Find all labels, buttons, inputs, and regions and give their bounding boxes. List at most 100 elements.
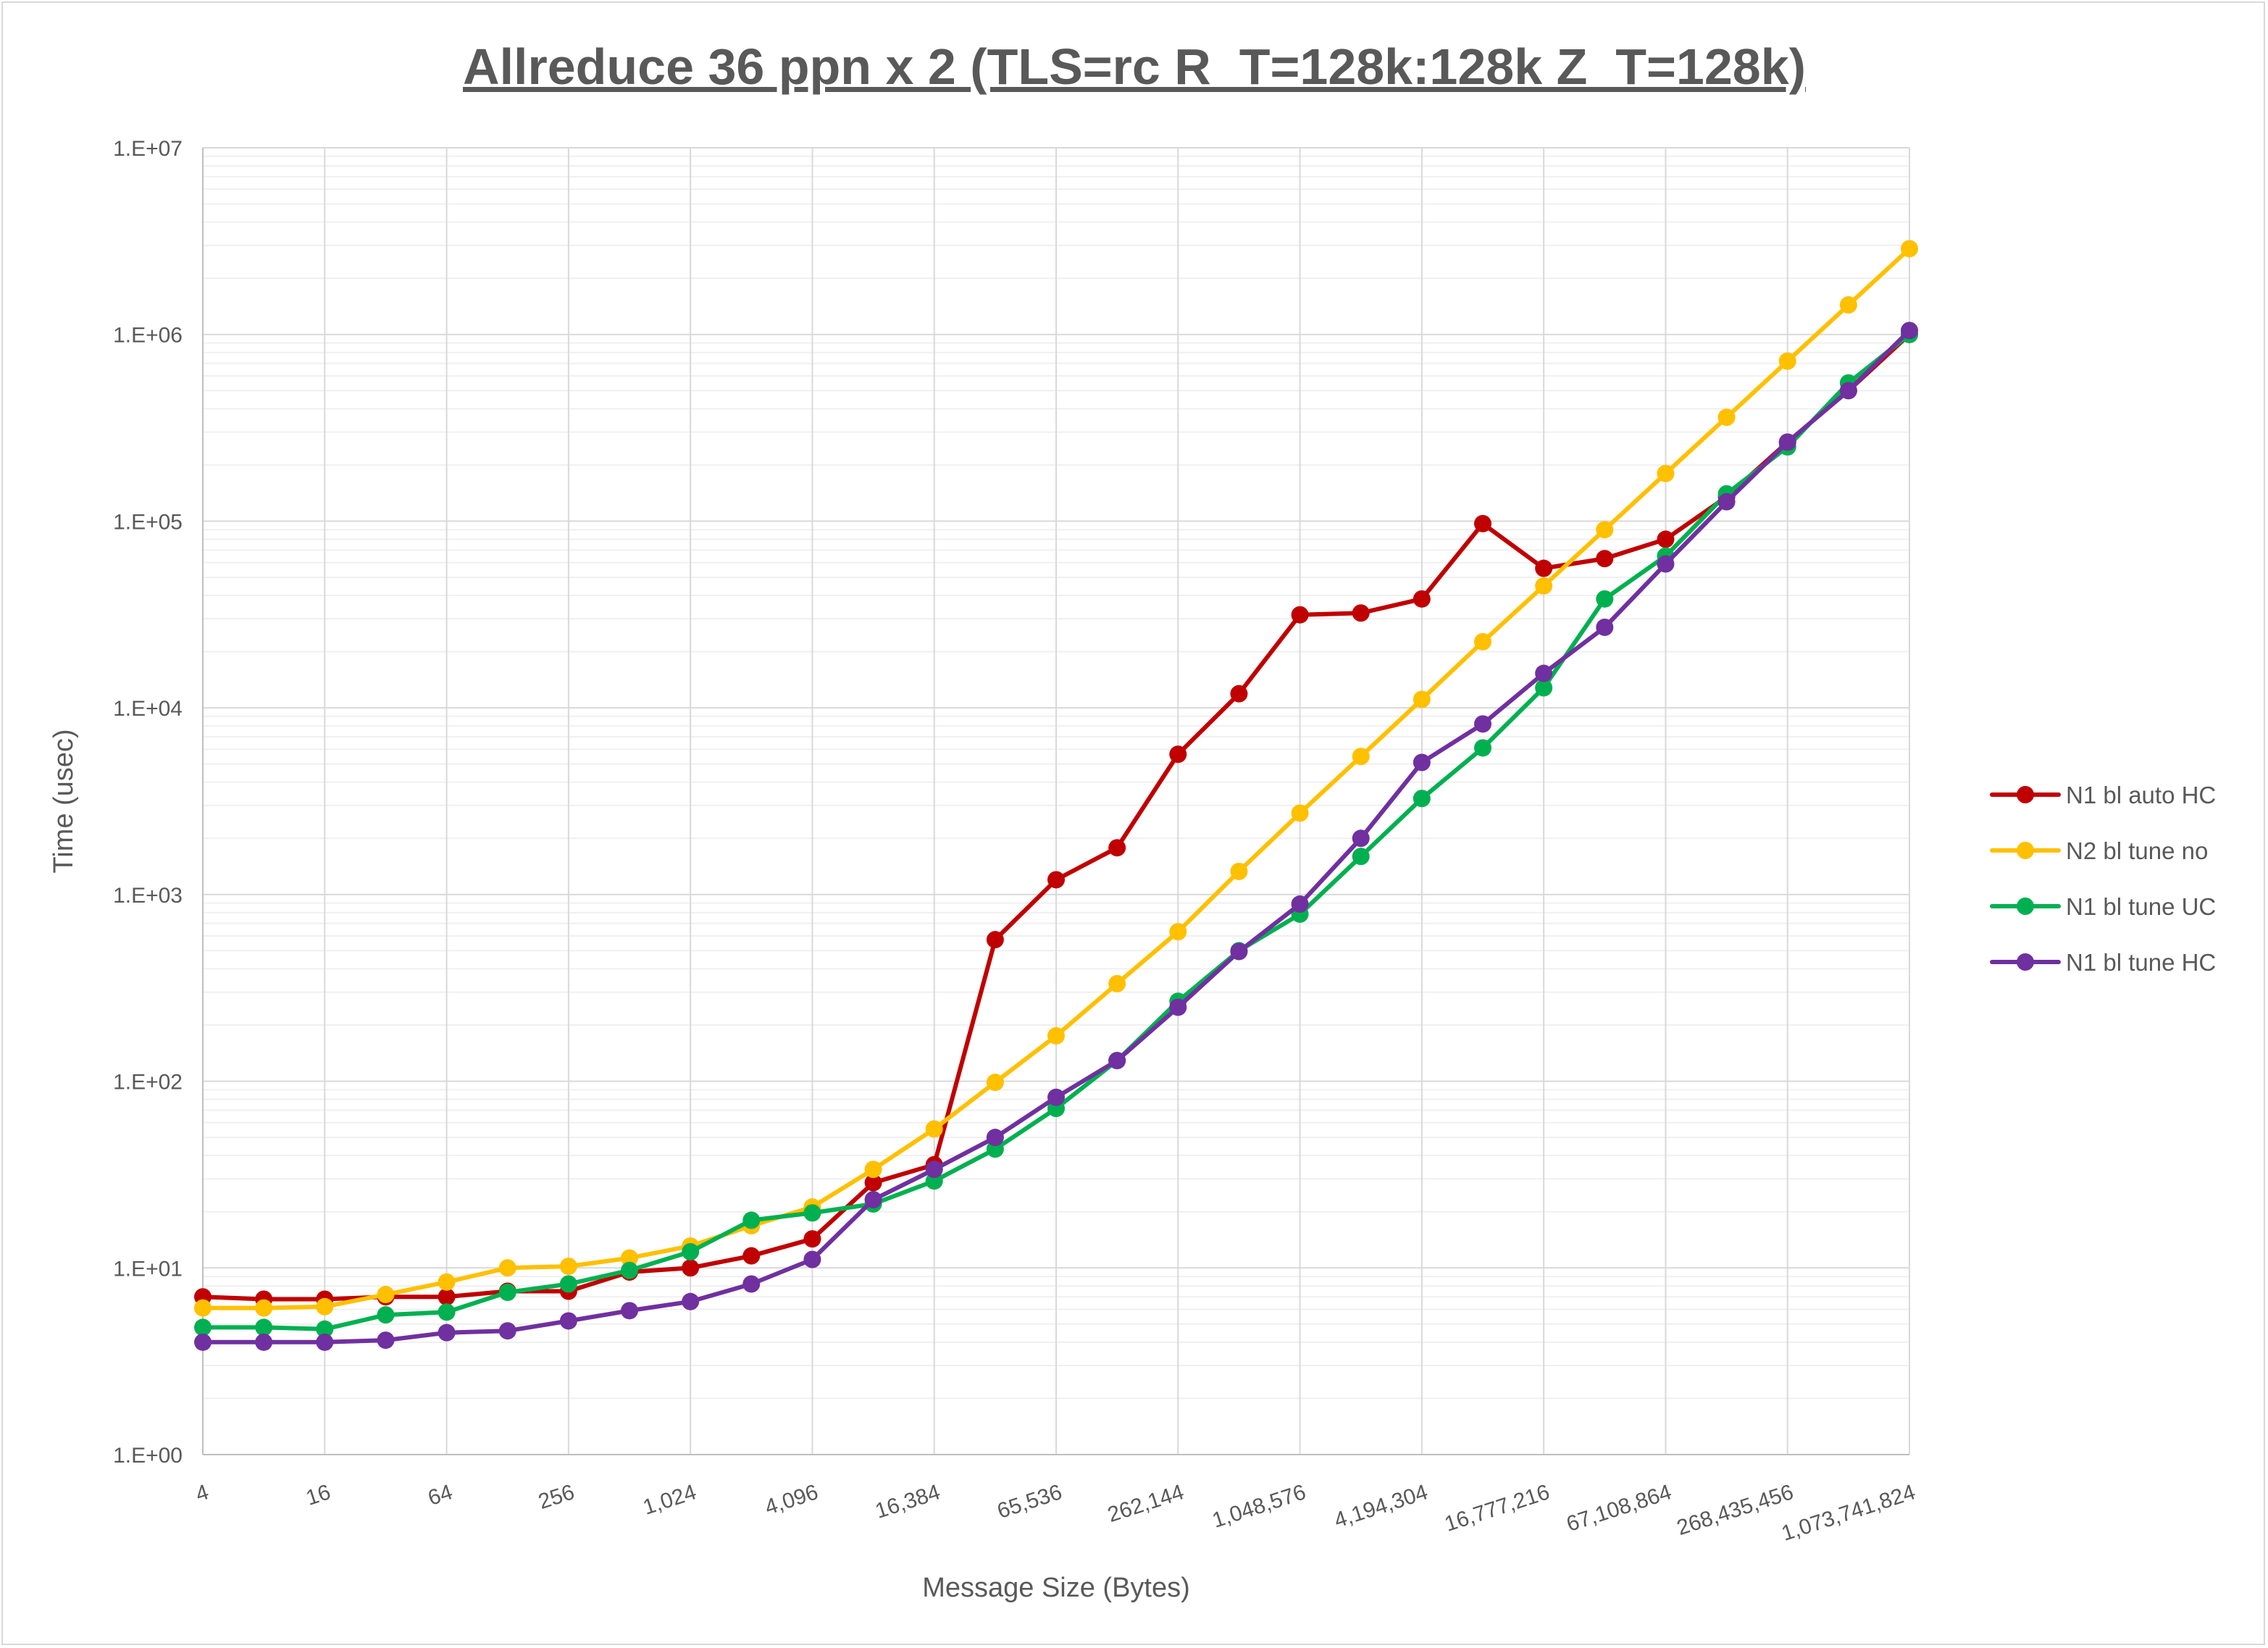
- y-axis-label: Time (usec): [49, 729, 79, 873]
- data-point: [1839, 296, 1857, 314]
- data-point: [1717, 409, 1736, 427]
- data-point: [1352, 829, 1370, 848]
- data-point: [1901, 240, 1918, 258]
- data-point: [1291, 606, 1309, 624]
- data-point: [621, 1261, 638, 1279]
- y-tick-label: 1.E+06: [113, 324, 183, 348]
- y-tick-label: 1.E+00: [113, 1444, 183, 1468]
- data-point: [925, 1120, 943, 1138]
- data-point: [194, 1318, 212, 1337]
- legend-label: N1 bl auto HC: [2066, 782, 2216, 808]
- data-point: [498, 1322, 516, 1340]
- data-point: [1839, 382, 1857, 400]
- data-point: [864, 1160, 882, 1179]
- data-point: [1230, 862, 1248, 880]
- x-tick-label: 4: [193, 1480, 212, 1507]
- legend-label: N1 bl tune HC: [2066, 949, 2216, 976]
- data-point: [255, 1318, 273, 1337]
- data-point: [1596, 521, 1614, 539]
- data-point: [1657, 555, 1675, 573]
- data-point: [1535, 664, 1553, 682]
- data-point: [438, 1303, 456, 1321]
- data-point: [1047, 871, 1065, 889]
- data-point: [1596, 590, 1614, 608]
- x-tick-label: 256: [535, 1480, 577, 1514]
- data-point: [194, 1299, 212, 1317]
- y-tick-label: 1.E+05: [113, 510, 183, 534]
- data-point: [1596, 618, 1614, 636]
- data-point: [194, 1333, 212, 1351]
- x-tick-label: 4,194,304: [1331, 1480, 1431, 1533]
- data-point: [1169, 745, 1187, 764]
- data-point: [1778, 433, 1796, 451]
- x-tick-label: 16: [304, 1480, 334, 1510]
- data-point: [1413, 790, 1431, 808]
- data-point: [559, 1312, 577, 1330]
- data-point: [1230, 685, 1248, 703]
- data-point: [559, 1275, 577, 1293]
- data-point: [864, 1191, 882, 1209]
- data-point: [1230, 942, 1248, 961]
- data-point: [316, 1297, 334, 1316]
- legend-label: N2 bl tune no: [2066, 837, 2208, 864]
- data-point: [682, 1259, 700, 1277]
- y-tick-label: 1.E+01: [113, 1257, 183, 1281]
- data-point: [1535, 559, 1553, 577]
- data-point: [803, 1204, 821, 1222]
- data-point: [742, 1247, 761, 1265]
- data-point: [438, 1273, 456, 1291]
- data-point: [1291, 804, 1309, 822]
- x-tick-label: 268,435,456: [1674, 1480, 1796, 1540]
- data-point: [377, 1306, 395, 1324]
- data-point: [1474, 715, 1491, 733]
- data-point: [377, 1331, 395, 1350]
- data-point: [1474, 632, 1491, 651]
- data-point: [1413, 590, 1431, 608]
- data-point: [621, 1302, 638, 1320]
- x-tick-label: 1,048,576: [1210, 1480, 1309, 1533]
- legend-swatch-marker: [2017, 898, 2034, 915]
- data-point: [1717, 493, 1736, 511]
- data-point: [1474, 739, 1491, 757]
- data-point: [1291, 895, 1309, 913]
- x-axis-label: Message Size (Bytes): [922, 1573, 1190, 1603]
- x-tick-label: 64: [425, 1480, 456, 1510]
- data-point: [377, 1286, 395, 1304]
- x-tick-label: 67,108,864: [1564, 1480, 1675, 1536]
- data-point: [1535, 577, 1553, 595]
- data-point: [1108, 1052, 1126, 1070]
- data-point: [498, 1259, 516, 1277]
- data-point: [682, 1292, 700, 1310]
- data-point: [1901, 322, 1918, 340]
- data-point: [1535, 679, 1553, 697]
- data-point: [1413, 690, 1431, 708]
- x-tick-label: 16,384: [872, 1480, 942, 1523]
- y-tick-label: 1.E+03: [113, 884, 183, 908]
- data-point: [255, 1299, 273, 1317]
- data-point: [1352, 604, 1370, 622]
- data-point: [925, 1160, 943, 1179]
- legend-swatch-marker: [2017, 953, 2034, 971]
- data-point: [316, 1333, 334, 1351]
- legend-swatch-marker: [2017, 786, 2034, 803]
- data-point: [864, 1174, 882, 1192]
- data-point: [438, 1288, 456, 1306]
- x-tick-label: 1,024: [640, 1480, 700, 1520]
- data-point: [1108, 839, 1126, 857]
- x-tick-label: 16,777,216: [1441, 1480, 1552, 1536]
- data-point: [803, 1230, 821, 1248]
- data-point: [1657, 530, 1675, 548]
- data-point: [1108, 974, 1126, 992]
- x-tick-label: 65,536: [995, 1480, 1065, 1523]
- y-tick-label: 1.E+04: [113, 697, 183, 721]
- x-tick-label: 262,144: [1105, 1480, 1187, 1527]
- data-point: [986, 1129, 1004, 1147]
- data-point: [803, 1250, 821, 1268]
- data-point: [1047, 1026, 1065, 1045]
- data-point: [986, 931, 1004, 949]
- data-point: [1169, 998, 1187, 1016]
- legend-label: N1 bl tune UC: [2066, 893, 2216, 920]
- data-point: [986, 1074, 1004, 1092]
